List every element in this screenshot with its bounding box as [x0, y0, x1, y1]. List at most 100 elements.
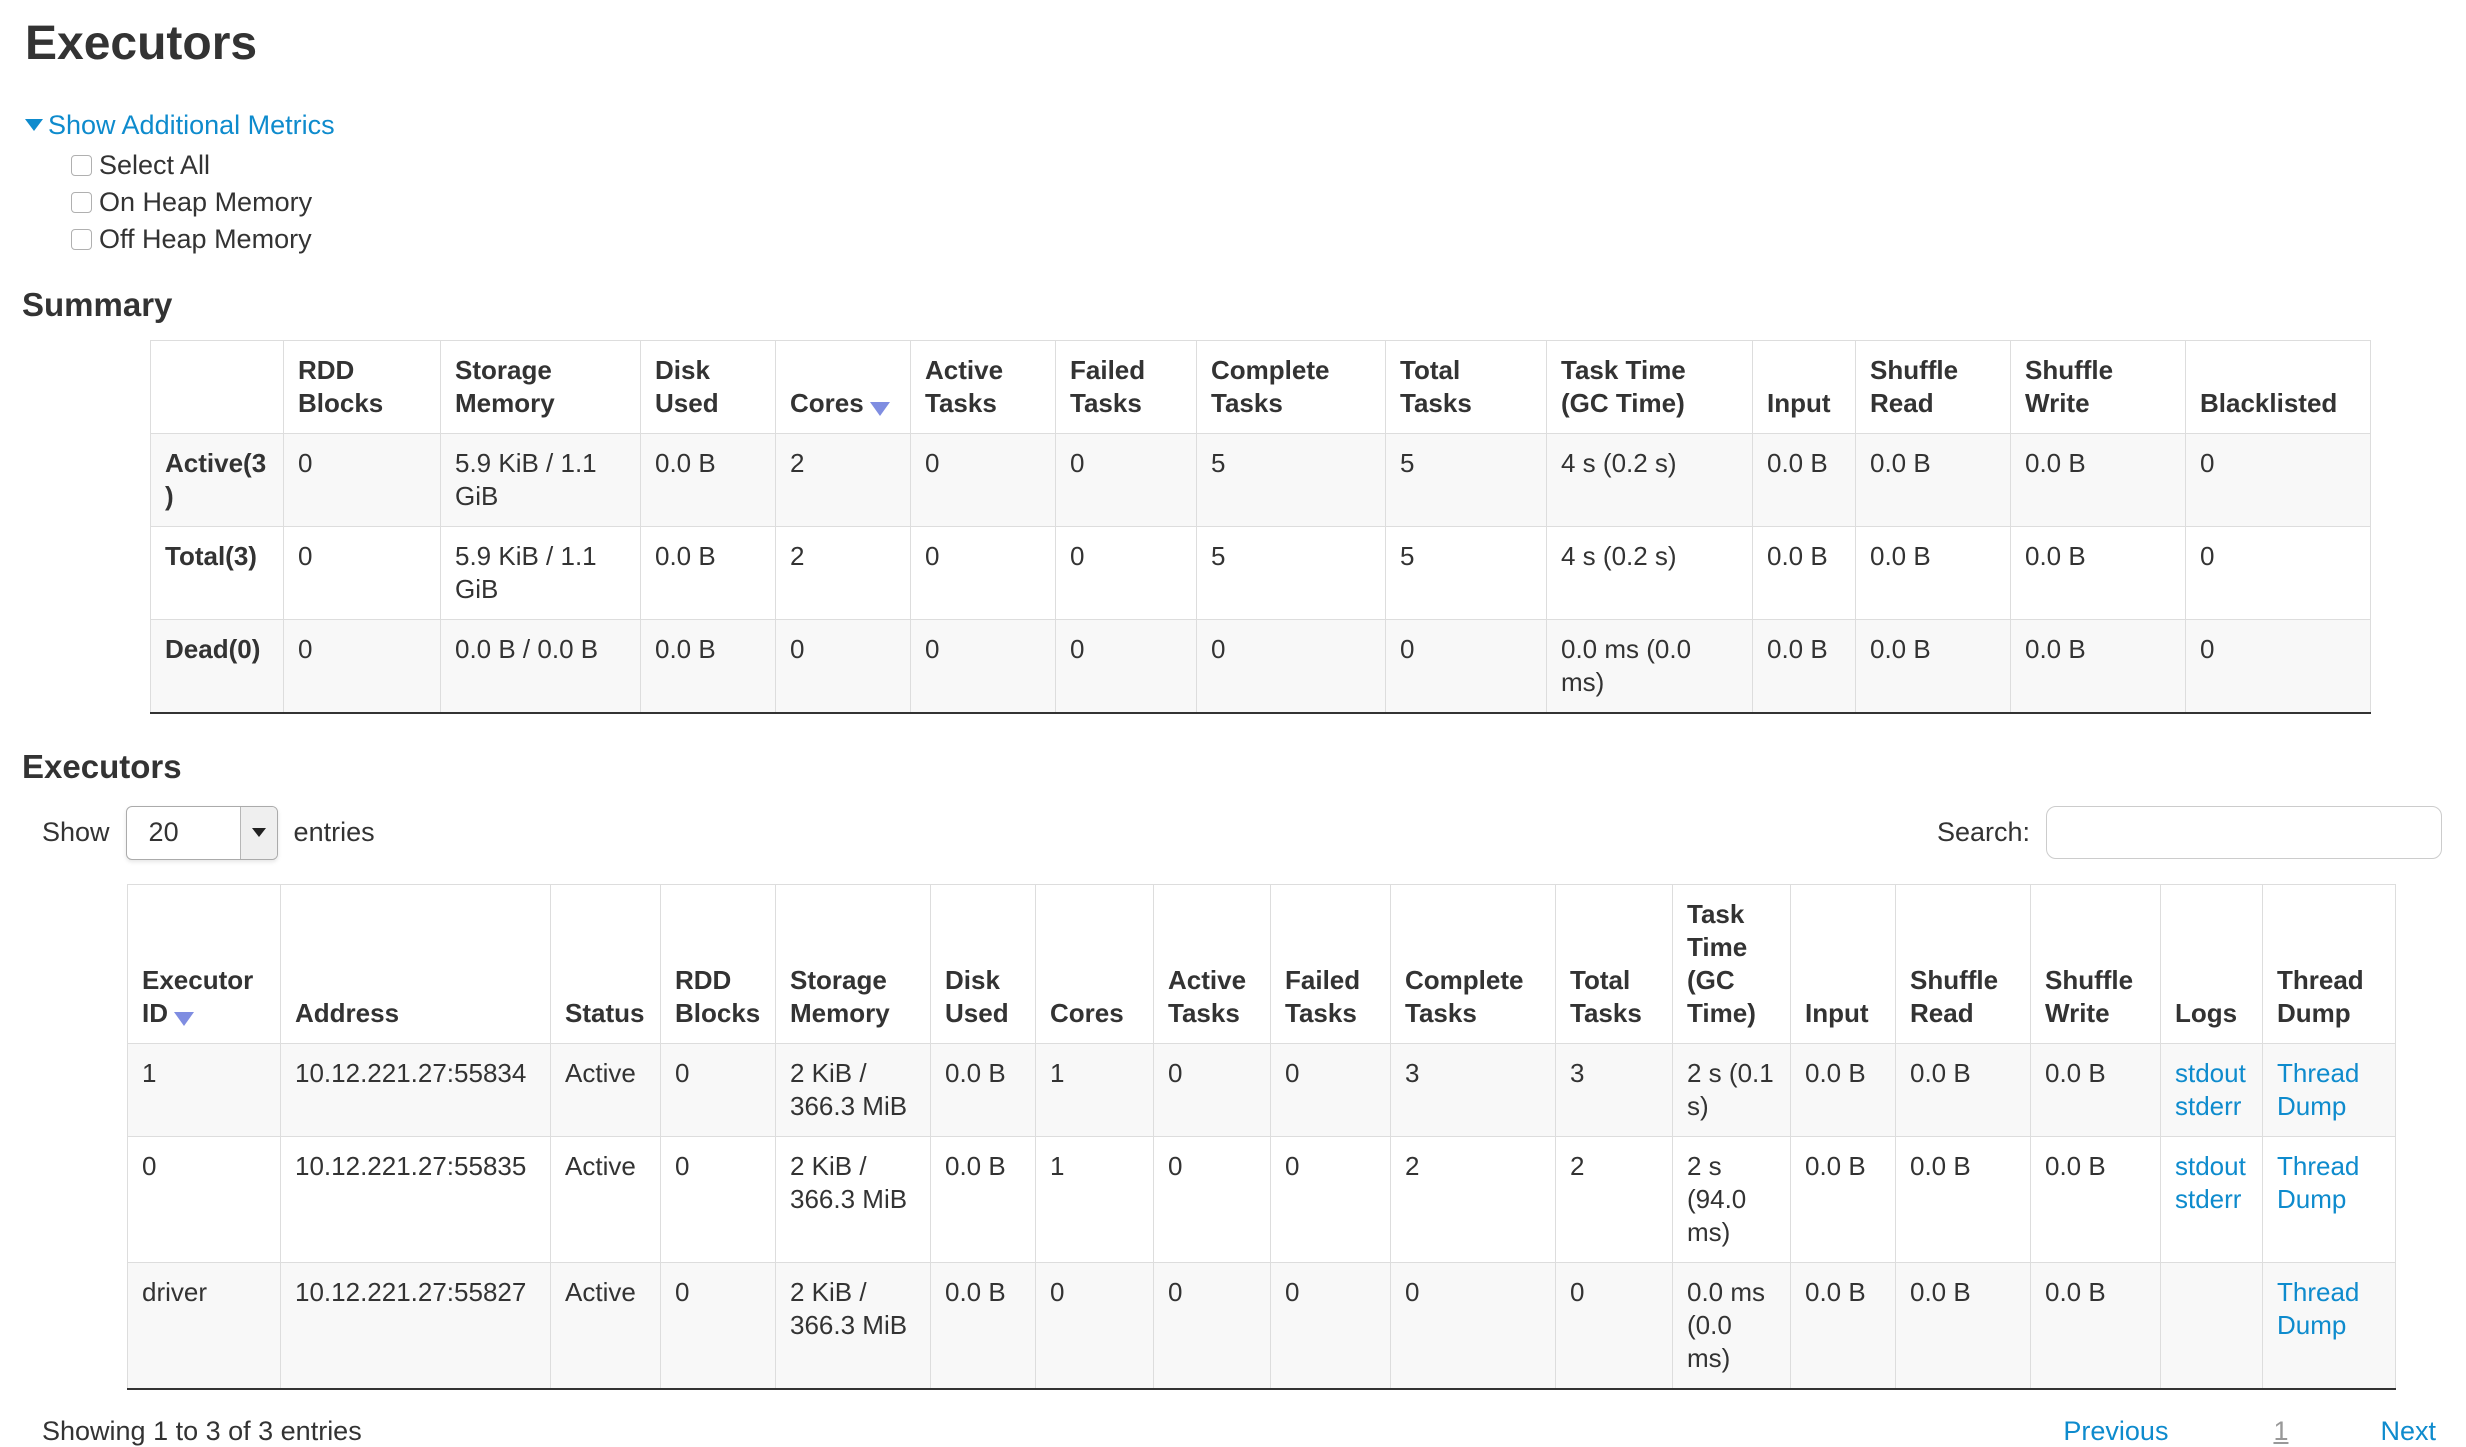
executor-cell: 0.0 B	[1895, 1042, 2031, 1137]
column-header[interactable]: Logs	[2160, 883, 2263, 1044]
stderr-link[interactable]: stderr	[2175, 1090, 2242, 1121]
entries-label: entries	[293, 817, 375, 847]
stdout-link[interactable]: stdout	[2175, 1057, 2246, 1088]
executor-cell: 2 KiB / 366.3 MiB	[775, 1042, 931, 1137]
summary-cell: 5	[1196, 432, 1386, 527]
select-all-checkbox[interactable]	[71, 154, 92, 176]
page-number-1[interactable]: 1	[2273, 1415, 2289, 1446]
summary-table-head: RDD Blocks Storage Memory Disk Used Cores Ac…	[150, 339, 2371, 434]
executor-row: driver 10.12.221.27:55827 Active 0 2 KiB / 3…	[127, 1261, 2396, 1389]
showing-entries-info: Showing 1 to 3 of 3 entries	[42, 1415, 362, 1446]
column-header[interactable]: Disk Used	[930, 883, 1036, 1044]
column-header[interactable]: Shuffle Write	[2010, 339, 2186, 434]
column-header[interactable]: Complete Tasks	[1196, 339, 1386, 434]
column-header[interactable]: Active Tasks	[910, 339, 1056, 434]
column-header-label: Input	[1767, 387, 1831, 418]
column-header[interactable]: Input	[1752, 339, 1856, 434]
executors-table-body: 1 10.12.221.27:55834 Active 0 2 KiB / 366.3 …	[127, 1042, 2396, 1389]
summary-row-label: Dead(0)	[150, 618, 284, 713]
column-header[interactable]: Complete Tasks	[1390, 883, 1556, 1044]
column-header[interactable]: Total Tasks	[1555, 883, 1673, 1044]
metrics-option-on-heap: On Heap Memory	[71, 184, 2466, 221]
summary-cell: 0.0 B	[1855, 618, 2011, 713]
column-header[interactable]: Executor ID	[127, 883, 281, 1044]
off-heap-memory-checkbox[interactable]	[71, 228, 92, 250]
header-row: RDD Blocks Storage Memory Disk Used Cores Ac…	[150, 339, 2371, 434]
column-header[interactable]: Cores	[775, 339, 911, 434]
summary-cell: 0	[1196, 618, 1386, 713]
column-header[interactable]: Shuffle Read	[1855, 339, 2011, 434]
summary-cell: 0	[2185, 432, 2371, 527]
column-header[interactable]: Shuffle Read	[1895, 883, 2031, 1044]
column-header-label: Status	[565, 997, 645, 1028]
summary-cell: 0	[910, 525, 1056, 620]
column-header[interactable]: Thread Dump	[2262, 883, 2396, 1044]
column-header-label: RDD Blocks	[298, 354, 384, 418]
column-header[interactable]: Address	[280, 883, 551, 1044]
column-header[interactable]: Storage Memory	[440, 339, 641, 434]
column-header[interactable]: Disk Used	[640, 339, 776, 434]
stderr-link[interactable]: stderr	[2175, 1183, 2242, 1214]
column-header-label: Logs	[2175, 997, 2238, 1028]
column-header[interactable]: Failed Tasks	[1055, 339, 1197, 434]
column-header-label: Active Tasks	[1168, 964, 1247, 1028]
metrics-options-list: Select All On Heap Memory Off Heap Memor…	[71, 147, 2466, 258]
column-header[interactable]: Active Tasks	[1153, 883, 1271, 1044]
summary-cell: 0.0 B	[2010, 525, 2186, 620]
column-header[interactable]: Status	[550, 883, 661, 1044]
thread-dump-link[interactable]: Thread Dump	[2277, 1276, 2360, 1340]
metrics-toggle-label: Show Additional Metrics	[48, 109, 335, 140]
thread-dump-link[interactable]: Thread Dump	[2277, 1057, 2360, 1121]
table-footer-row: Showing 1 to 3 of 3 entries Previous 1 N…	[42, 1416, 2436, 1447]
executors-heading: Executors	[22, 747, 182, 785]
executor-cell: 0	[1555, 1261, 1673, 1389]
executor-cell: 2 KiB / 366.3 MiB	[775, 1135, 931, 1263]
sort-desc-icon	[869, 401, 890, 416]
executor-cell: Active	[550, 1135, 661, 1263]
executor-cell: 0	[1035, 1261, 1154, 1389]
column-header-label: Total Tasks	[1400, 354, 1472, 418]
column-header[interactable]: Input	[1790, 883, 1896, 1044]
executor-cell: 0	[1153, 1042, 1271, 1137]
next-page-button[interactable]: Next	[2380, 1415, 2436, 1446]
logs-cell	[2160, 1261, 2263, 1389]
summary-cell: 4 s (0.2 s)	[1546, 525, 1753, 620]
column-header	[150, 339, 284, 434]
column-header[interactable]: Failed Tasks	[1270, 883, 1391, 1044]
summary-cell: 0	[283, 618, 441, 713]
summary-cell: 0.0 B / 0.0 B	[440, 618, 641, 713]
entries-select[interactable]: 20	[125, 805, 278, 860]
column-header[interactable]: Storage Memory	[775, 883, 931, 1044]
executor-cell: 1	[127, 1042, 281, 1137]
stdout-link[interactable]: stdout	[2175, 1150, 2246, 1181]
column-header[interactable]: Blacklisted	[2185, 339, 2371, 434]
summary-cell: 0	[1055, 525, 1197, 620]
sort-desc-icon	[174, 1011, 194, 1026]
summary-cell: 5	[1385, 525, 1547, 620]
summary-cell: 0	[775, 618, 911, 713]
search-label: Search:	[1936, 817, 2030, 847]
entries-select-button[interactable]	[239, 806, 277, 859]
executor-cell: 0.0 B	[1790, 1042, 1896, 1137]
executor-cell: 0	[1390, 1261, 1556, 1389]
metrics-option-select-all: Select All	[71, 147, 2466, 184]
executor-cell: 0.0 ms (0.0 ms)	[1672, 1261, 1791, 1389]
executor-cell: 10.12.221.27:55835	[280, 1135, 551, 1263]
thread-dump-link[interactable]: Thread Dump	[2277, 1150, 2360, 1214]
column-header[interactable]: Total Tasks	[1385, 339, 1547, 434]
previous-page-button[interactable]: Previous	[2063, 1415, 2169, 1446]
column-header[interactable]: Task Time (GC Time)	[1672, 883, 1791, 1044]
column-header[interactable]: Cores	[1035, 883, 1154, 1044]
executor-cell: 0	[127, 1135, 281, 1263]
column-header[interactable]: RDD Blocks	[660, 883, 776, 1044]
column-header[interactable]: Shuffle Write	[2030, 883, 2161, 1044]
summary-cell: 2	[775, 525, 911, 620]
show-additional-metrics-toggle[interactable]: Show Additional Metrics	[25, 110, 335, 141]
column-header[interactable]: RDD Blocks	[283, 339, 441, 434]
search-input[interactable]	[2046, 806, 2442, 859]
column-header[interactable]: Task Time (GC Time)	[1546, 339, 1753, 434]
on-heap-memory-checkbox[interactable]	[71, 191, 92, 213]
summary-cell: 0.0 B	[1855, 432, 2011, 527]
executor-cell: 0	[660, 1042, 776, 1137]
